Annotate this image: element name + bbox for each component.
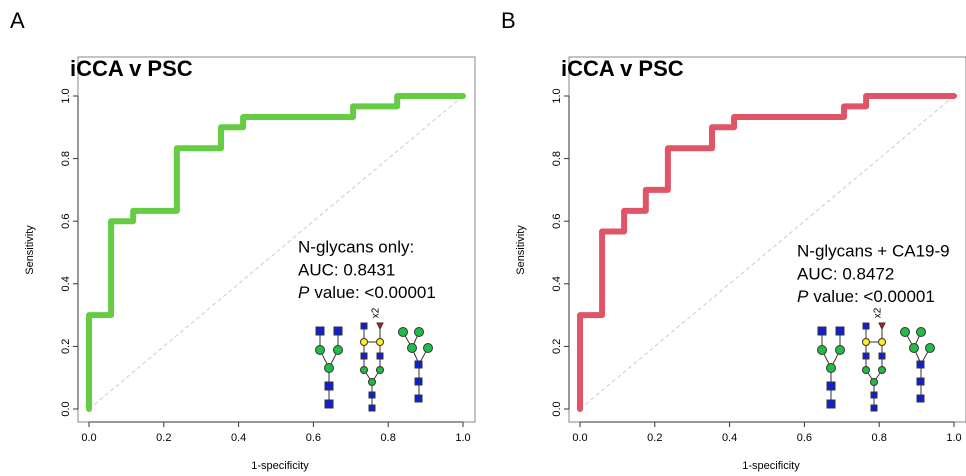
- y-axis-label: Sensitivity: [24, 225, 36, 275]
- x-tick-label: 1.0: [455, 432, 470, 444]
- x-axis-label: 1-specificity: [251, 460, 309, 472]
- annotation: N-glycans + CA19-9: [797, 241, 950, 260]
- y-axis-label: Sensitivity: [515, 225, 527, 275]
- y-tick-label: 1.0: [60, 88, 72, 103]
- p-symbol: P: [298, 283, 310, 302]
- plot-box: [568, 56, 966, 423]
- y-tick-label: 0.4: [60, 276, 72, 291]
- chart-title: iCCA v PSC: [561, 56, 684, 81]
- y-tick-label: 0.4: [551, 276, 563, 291]
- y-tick-label: 0.6: [551, 214, 563, 229]
- reference-line: [579, 95, 955, 410]
- annotation: N-glycans only:: [298, 237, 414, 256]
- x-tick-label: 0.8: [381, 432, 396, 444]
- y-tick-label: 0.8: [551, 151, 563, 166]
- x-tick-label: 0.4: [722, 432, 737, 444]
- annotation: AUC: 0.8431: [298, 260, 395, 279]
- glycan-label: x2: [371, 307, 382, 318]
- x-tick-label: 0.8: [872, 432, 887, 444]
- chart-title: iCCA v PSC: [70, 56, 193, 81]
- glycan-label: x2: [873, 307, 884, 318]
- glycan-icons-a: [315, 322, 433, 412]
- x-tick-label: 1.0: [946, 432, 961, 444]
- roc-curve: [86, 93, 466, 412]
- x-tick-label: 0.0: [81, 432, 96, 444]
- annotation: AUC: 0.8472: [797, 264, 894, 283]
- y-tick-label: 0.6: [60, 214, 72, 229]
- x-tick-label: 0.2: [156, 432, 171, 444]
- roc-curve: [577, 93, 957, 412]
- x-tick-label: 0.0: [572, 432, 587, 444]
- p-symbol: P: [797, 287, 809, 306]
- y-tick-label: 0.2: [60, 339, 72, 354]
- p-text: value: <0.00001: [314, 283, 435, 302]
- x-tick-label: 0.4: [231, 432, 246, 444]
- panel-label: A: [10, 8, 25, 33]
- panel-label: B: [501, 8, 516, 33]
- y-tick-label: 1.0: [551, 88, 563, 103]
- x-tick-label: 0.2: [647, 432, 662, 444]
- y-tick-label: 0.0: [551, 401, 563, 416]
- reference-line: [88, 95, 464, 410]
- x-axis-label: 1-specificity: [742, 460, 800, 472]
- x-tick-label: 0.6: [797, 432, 812, 444]
- p-text: value: <0.00001: [813, 287, 934, 306]
- x-tick-label: 0.6: [306, 432, 321, 444]
- glycan-icons-b: [817, 322, 935, 412]
- y-tick-label: 0.0: [60, 401, 72, 416]
- y-tick-label: 0.8: [60, 151, 72, 166]
- y-tick-label: 0.2: [551, 339, 563, 354]
